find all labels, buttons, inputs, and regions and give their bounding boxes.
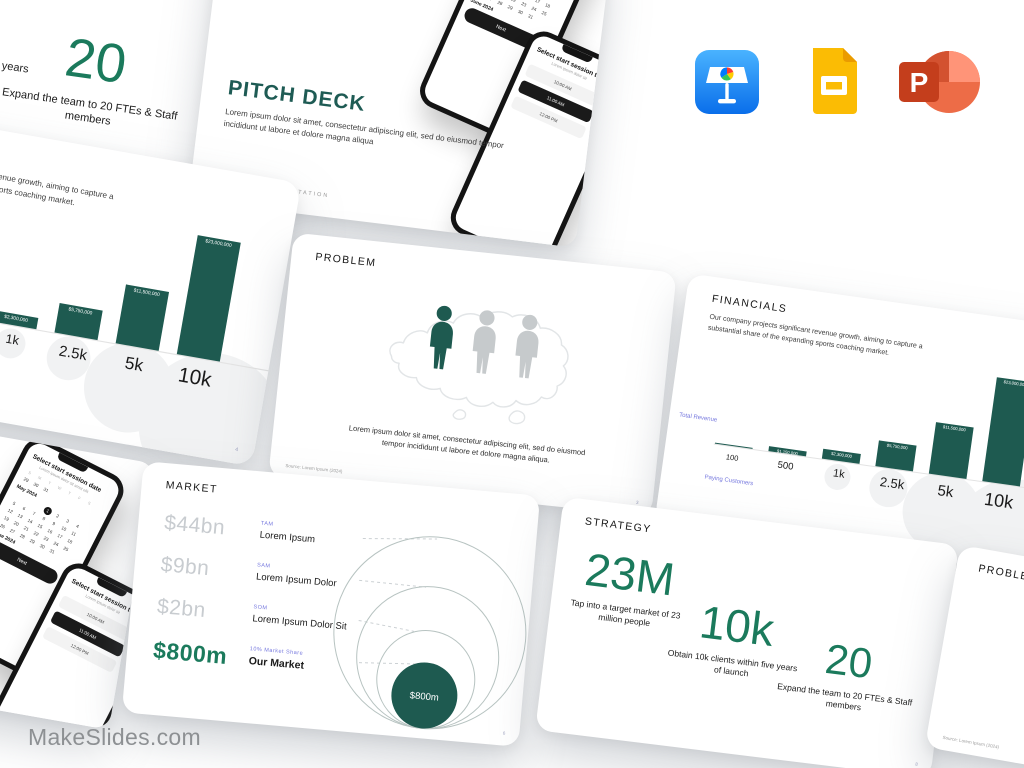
bar-value-label: $2,300,000 <box>3 312 29 323</box>
bar-value-label: $23,000,000 <box>204 237 233 249</box>
bar-100 <box>714 442 753 449</box>
category-label: 5k <box>936 482 955 502</box>
bar-chart: 100 $1,150,000 500 $2,300,000 1k $5,750,000 2.… <box>660 333 1024 537</box>
category-label: 5k <box>123 353 145 376</box>
page-number: 3 <box>635 499 639 506</box>
bar-1k: $2,300,000 <box>0 309 39 330</box>
google-slides-icon[interactable] <box>807 46 861 116</box>
bar-5k: $11,500,000 <box>928 421 974 479</box>
market-row-sam: $9bn SAM Lorem Ipsum Dolor <box>159 553 337 589</box>
bar-500: $1,150,000 <box>768 445 807 457</box>
slide-title: STRATEGY <box>584 515 653 536</box>
keynote-icon[interactable] <box>695 50 759 114</box>
slide-strategy: STRATEGY 23M Tap into a target market of… <box>535 496 959 768</box>
category-label: 2.5k <box>878 474 906 493</box>
category-label: 1k <box>832 467 846 481</box>
source-note: Source: Lorem Ipsum (2024) <box>942 734 1000 750</box>
category-label: 500 <box>776 459 795 473</box>
bar-value-label: $1,150,000 <box>776 448 799 456</box>
person-icon-highlighted <box>429 305 453 370</box>
market-row-som: $2bn SOM Lorem Ipsum Dolor Sit <box>156 594 347 633</box>
slide-title: FINANCIALS <box>711 292 788 316</box>
site-logo-text[interactable]: MakeSlides.com <box>28 724 201 750</box>
category-label: 10k <box>176 362 214 392</box>
category-label: 10k <box>982 488 1015 513</box>
market-value: $2bn <box>156 594 207 623</box>
powerpoint-icon[interactable]: P <box>893 48 983 116</box>
bar-value-label: $5,750,000 <box>886 442 909 451</box>
bar-2.5k: $5,750,000 <box>875 440 917 472</box>
strategy-item-team: 20 Expand the team to 20 FTEs & Staff me… <box>0 21 196 141</box>
bar-value-label: $5,750,000 <box>68 305 93 316</box>
category-label: 100 <box>725 452 739 463</box>
slide-market: $800m MARKET $44bn TAM Lorem Ipsum $9bn … <box>121 461 541 747</box>
bar-1k: $2,300,000 <box>821 448 861 464</box>
bar-10k: $23,000,000 <box>982 377 1024 487</box>
svg-text:P: P <box>910 67 929 98</box>
tam-sam-som-diagram: $800m <box>333 536 527 730</box>
slide-title: PROBLEM <box>314 250 377 270</box>
category-label: 1k <box>4 332 21 349</box>
bar-chart: 100$1,150,000500$2,300,0001k$5,750,0002.… <box>0 171 289 421</box>
slide-title: PROBLEM <box>977 562 1024 585</box>
person-icon <box>472 310 496 374</box>
bar-value-label: $23,000,000 <box>1003 379 1024 388</box>
slide-problem: PROBLEM Lorem ipsum dolor sit amet, cons… <box>268 232 677 517</box>
person-icon <box>515 314 539 379</box>
bar-5k: $11,500,000 <box>115 283 170 351</box>
bar-value-label: $11,500,000 <box>942 423 967 432</box>
bar-value-label: $11,500,000 <box>133 286 161 297</box>
bar-value-label: $2,300,000 <box>830 450 853 459</box>
bar-2.5k: $5,750,000 <box>54 302 103 341</box>
bar-10k: $23,000,000 <box>176 235 241 362</box>
page-number: 6 <box>502 730 506 736</box>
market-bubble-label: $800m <box>409 690 439 703</box>
people-pictograms <box>420 303 548 381</box>
region-map-outline-icon <box>389 311 569 425</box>
export-format-icons: P <box>695 46 995 118</box>
source-note: Source: Lorem Ipsum (2024) <box>285 462 343 474</box>
strategy-item-team: 20 Expand the team to 20 FTEs & Staff me… <box>768 632 926 722</box>
page-number: 8 <box>915 761 919 767</box>
category-label: 2.5k <box>57 341 89 364</box>
market-value: $9bn <box>159 553 211 581</box>
